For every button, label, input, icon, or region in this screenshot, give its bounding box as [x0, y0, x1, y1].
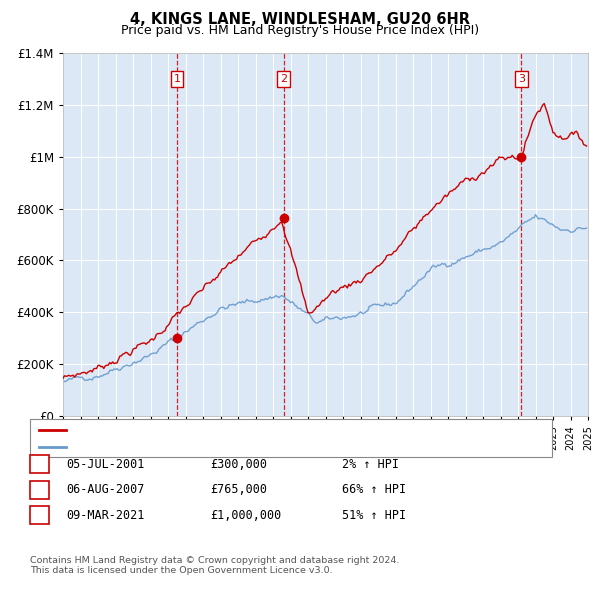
Text: £1,000,000: £1,000,000 [210, 509, 281, 522]
Text: 3: 3 [36, 509, 43, 522]
Text: This data is licensed under the Open Government Licence v3.0.: This data is licensed under the Open Gov… [30, 566, 332, 575]
Text: 09-MAR-2021: 09-MAR-2021 [66, 509, 145, 522]
Text: HPI: Average price, detached house, Surrey Heath: HPI: Average price, detached house, Surr… [69, 441, 349, 451]
Text: 2% ↑ HPI: 2% ↑ HPI [342, 458, 399, 471]
Text: 51% ↑ HPI: 51% ↑ HPI [342, 509, 406, 522]
Text: 2: 2 [36, 483, 43, 496]
Text: 4, KINGS LANE, WINDLESHAM, GU20 6HR (detached house): 4, KINGS LANE, WINDLESHAM, GU20 6HR (det… [69, 425, 401, 435]
Text: Price paid vs. HM Land Registry's House Price Index (HPI): Price paid vs. HM Land Registry's House … [121, 24, 479, 37]
Text: 05-JUL-2001: 05-JUL-2001 [66, 458, 145, 471]
Text: 3: 3 [518, 74, 525, 84]
Text: 1: 1 [36, 458, 43, 471]
Text: Contains HM Land Registry data © Crown copyright and database right 2024.: Contains HM Land Registry data © Crown c… [30, 556, 400, 565]
Text: £765,000: £765,000 [210, 483, 267, 496]
Text: 2: 2 [280, 74, 287, 84]
Text: 4, KINGS LANE, WINDLESHAM, GU20 6HR: 4, KINGS LANE, WINDLESHAM, GU20 6HR [130, 12, 470, 27]
Text: 06-AUG-2007: 06-AUG-2007 [66, 483, 145, 496]
Text: 66% ↑ HPI: 66% ↑ HPI [342, 483, 406, 496]
Text: 1: 1 [173, 74, 181, 84]
Text: £300,000: £300,000 [210, 458, 267, 471]
